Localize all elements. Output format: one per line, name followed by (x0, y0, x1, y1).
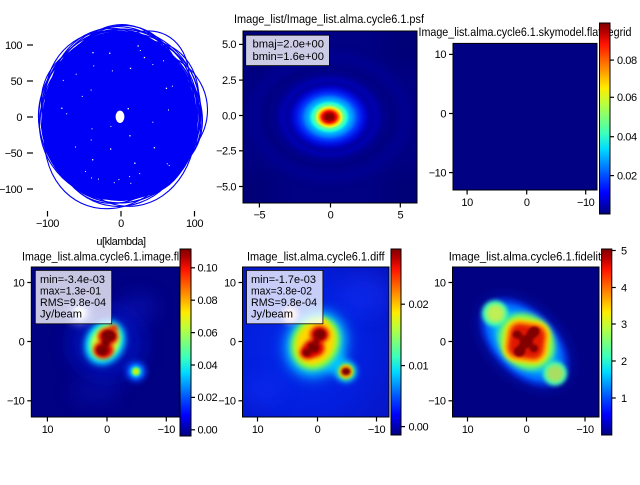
svg-text:0: 0 (440, 108, 446, 120)
svg-text:0.0: 0.0 (222, 110, 236, 122)
svg-text:−100: −100 (36, 218, 59, 230)
svg-text:4: 4 (621, 282, 627, 294)
svg-text:5.0: 5.0 (222, 39, 236, 51)
svg-text:bmaj=2.0e+00: bmaj=2.0e+00 (253, 39, 325, 51)
svg-text:0: 0 (524, 197, 530, 209)
svg-text:100: 100 (5, 40, 22, 52)
svg-text:10: 10 (252, 424, 264, 436)
svg-text:10: 10 (435, 49, 447, 61)
svg-text:5: 5 (397, 210, 403, 222)
svg-text:−10: −10 (577, 197, 595, 209)
svg-text:−10: −10 (576, 424, 594, 436)
svg-text:Jy/beam: Jy/beam (40, 309, 82, 321)
svg-text:−5: −5 (254, 210, 266, 222)
svg-text:bmin=1.6e+00: bmin=1.6e+00 (253, 51, 325, 63)
svg-text:1: 1 (621, 393, 627, 405)
svg-text:max=1.3e-01: max=1.3e-01 (40, 286, 101, 298)
svg-text:Image_list.alma.cycle6.1.image: Image_list.alma.cycle6.1.image.flat (22, 250, 188, 264)
svg-text:0.00: 0.00 (409, 421, 429, 433)
svg-text:0: 0 (118, 218, 124, 230)
svg-text:3: 3 (621, 319, 627, 331)
svg-text:min=-3.4e-03: min=-3.4e-03 (40, 274, 105, 286)
svg-text:0.10: 0.10 (198, 263, 218, 275)
svg-text:5: 5 (621, 245, 627, 257)
svg-text:0: 0 (230, 336, 236, 348)
svg-text:0.08: 0.08 (198, 295, 218, 307)
svg-text:RMS=9.8e-04: RMS=9.8e-04 (40, 297, 106, 309)
svg-text:0.08: 0.08 (617, 55, 637, 67)
svg-text:0: 0 (315, 424, 321, 436)
svg-text:50: 50 (11, 76, 23, 88)
svg-text:0.02: 0.02 (617, 170, 637, 182)
svg-text:−10: −10 (368, 424, 386, 436)
svg-text:min=-1.7e-03: min=-1.7e-03 (251, 274, 316, 286)
svg-text:0.02: 0.02 (409, 299, 429, 311)
svg-text:0: 0 (104, 424, 110, 436)
svg-text:0: 0 (19, 336, 25, 348)
svg-text:0.06: 0.06 (617, 92, 637, 104)
svg-text:−5.0: −5.0 (216, 181, 236, 193)
svg-text:10: 10 (462, 424, 474, 436)
svg-text:10: 10 (13, 277, 25, 289)
svg-text:2: 2 (621, 356, 627, 368)
svg-text:−50: −50 (5, 148, 23, 160)
svg-text:max=3.8e-02: max=3.8e-02 (251, 286, 312, 298)
svg-text:0.04: 0.04 (617, 132, 637, 144)
svg-text:0.00: 0.00 (198, 425, 218, 437)
svg-text:0.06: 0.06 (198, 327, 218, 339)
svg-text:−10: −10 (218, 396, 236, 408)
svg-text:Image_list.alma.cycle6.1.fidel: Image_list.alma.cycle6.1.fidelity (449, 250, 608, 264)
svg-text:−10: −10 (158, 424, 176, 436)
svg-text:−10: −10 (428, 396, 446, 408)
svg-text:0: 0 (524, 424, 530, 436)
svg-text:0: 0 (16, 112, 22, 124)
svg-text:10: 10 (461, 197, 473, 209)
svg-text:0: 0 (328, 210, 334, 222)
svg-text:10: 10 (434, 277, 446, 289)
svg-text:0.01: 0.01 (409, 360, 429, 372)
svg-text:0.02: 0.02 (198, 392, 218, 404)
svg-text:10: 10 (224, 277, 236, 289)
svg-text:10: 10 (42, 424, 54, 436)
svg-text:0.04: 0.04 (198, 360, 218, 372)
svg-text:Jy/beam: Jy/beam (251, 309, 293, 321)
svg-text:Image_list/Image_list.alma.cyc: Image_list/Image_list.alma.cycle6.1.psf (234, 12, 424, 26)
svg-text:−10: −10 (429, 167, 447, 179)
svg-text:−2.5: −2.5 (216, 146, 236, 158)
svg-text:Image_list.alma.cycle6.1.skymo: Image_list.alma.cycle6.1.skymodel.flat.r… (419, 25, 632, 39)
svg-text:−100: −100 (0, 184, 22, 196)
svg-text:u[klambda]: u[klambda] (96, 236, 146, 248)
svg-text:RMS=9.8e-04: RMS=9.8e-04 (251, 297, 317, 309)
svg-text:−10: −10 (7, 396, 25, 408)
svg-text:0: 0 (440, 336, 446, 348)
svg-text:100: 100 (186, 218, 203, 230)
svg-text:2.5: 2.5 (222, 75, 236, 87)
svg-text:Image_list.alma.cycle6.1.diff: Image_list.alma.cycle6.1.diff (247, 250, 385, 264)
